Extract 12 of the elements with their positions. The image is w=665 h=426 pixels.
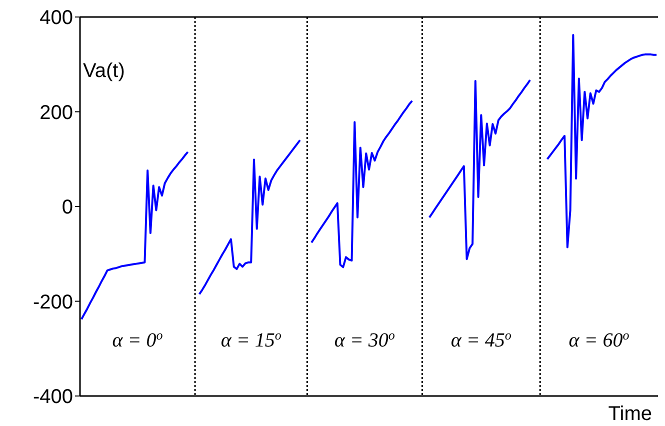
y-tick-label: 400	[40, 7, 73, 30]
y-tick-label: 200	[40, 102, 73, 124]
annotation: α = 45$^{o}$	[450, 327, 512, 352]
annotation: α = 15$^{o}$	[220, 327, 282, 352]
annotation: α = 0$^{o}$	[112, 327, 164, 352]
annotation: α = 60$^{o}$	[568, 327, 630, 352]
y-tick-label: -400	[32, 386, 73, 408]
annotation: α = 30$^{o}$	[334, 327, 396, 352]
y-tick-label: -200	[32, 291, 73, 314]
x-axis-title: Time	[608, 403, 652, 425]
y-tick-label: 0	[62, 196, 73, 219]
y-axis-title: Va(t)	[83, 60, 125, 82]
